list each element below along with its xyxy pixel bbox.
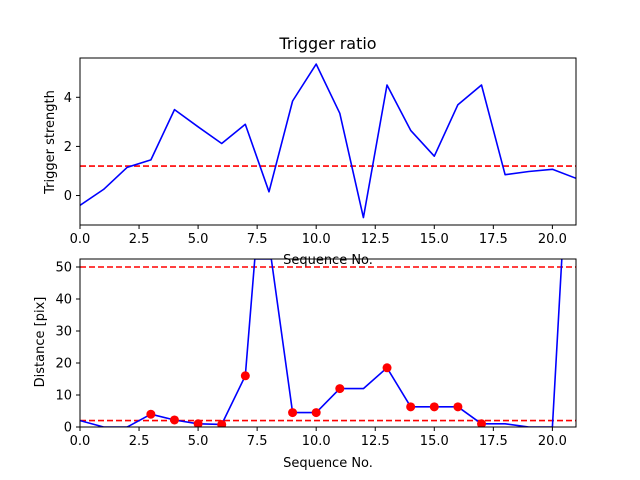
data-layer bbox=[80, 259, 576, 427]
x-axis-label: Sequence No. bbox=[283, 456, 373, 471]
x-tick-label: 2.5 bbox=[129, 232, 150, 247]
axes-frame bbox=[79, 57, 577, 226]
x-tick-label: 10.0 bbox=[302, 434, 331, 449]
x-tick-label: 0.0 bbox=[70, 434, 91, 449]
y-tick-label: 10 bbox=[55, 389, 72, 404]
data-point bbox=[288, 408, 298, 418]
y-axis-label: Distance [pix] bbox=[33, 297, 48, 388]
x-tick-label: 17.5 bbox=[479, 434, 508, 449]
data-point bbox=[146, 409, 156, 419]
x-tick-label: 5.0 bbox=[188, 434, 209, 449]
plot-area: 0.0 2.5 5.0 7.5 10.0 12.5 15.0 17.5 20.0 0 2 4 bbox=[64, 57, 577, 247]
plot-area: 0.0 2.5 5.0 7.5 10.0 12.5 15.0 17.5 20.0 0 10 20 30 4… bbox=[55, 258, 577, 449]
y-axis-label: Trigger strength bbox=[43, 90, 58, 195]
series-line bbox=[80, 63, 576, 219]
y-tick-label: 30 bbox=[55, 325, 72, 340]
x-axis-label: Sequence No. bbox=[283, 253, 373, 268]
x-tick-label: 15.0 bbox=[420, 434, 449, 449]
x-tick-label: 7.5 bbox=[247, 232, 268, 247]
x-tick-label: 17.5 bbox=[479, 232, 508, 247]
data-point bbox=[477, 419, 487, 427]
y-tick-label: 50 bbox=[55, 261, 72, 276]
axes-frame bbox=[79, 258, 577, 428]
y-tick-label: 20 bbox=[55, 357, 72, 372]
x-tick-label: 0.0 bbox=[70, 232, 91, 247]
chart-title: Trigger ratio bbox=[278, 34, 376, 53]
data-point bbox=[240, 371, 250, 381]
data-point bbox=[169, 415, 179, 425]
trigger-ratio-plot: Trigger ratio 0.0 2.5 5.0 7.5 10.0 12.5 15.0 17… bbox=[43, 34, 577, 268]
data-point bbox=[311, 408, 321, 418]
data-point bbox=[217, 419, 227, 427]
data-point bbox=[382, 363, 392, 373]
y-tick-label: 4 bbox=[64, 91, 72, 106]
data-point bbox=[193, 419, 203, 427]
distance-plot: 0.0 2.5 5.0 7.5 10.0 12.5 15.0 17.5 20.0 0 10 20 30 4… bbox=[33, 258, 577, 471]
data-point bbox=[335, 384, 345, 394]
x-tick-label: 12.5 bbox=[361, 434, 390, 449]
x-tick-label: 10.0 bbox=[302, 232, 331, 247]
x-tick-label: 2.5 bbox=[129, 434, 150, 449]
x-tick-label: 20.0 bbox=[538, 434, 567, 449]
x-tick-label: 5.0 bbox=[188, 232, 209, 247]
data-point bbox=[453, 402, 463, 412]
y-tick-label: 0 bbox=[64, 189, 72, 204]
y-tick-label: 40 bbox=[55, 293, 72, 308]
data-point bbox=[406, 402, 416, 412]
data-layer bbox=[80, 63, 576, 219]
x-tick-label: 15.0 bbox=[420, 232, 449, 247]
x-tick-label: 7.5 bbox=[247, 434, 268, 449]
data-point bbox=[429, 402, 439, 412]
y-tick-label: 2 bbox=[64, 140, 72, 155]
x-tick-label: 20.0 bbox=[538, 232, 567, 247]
y-tick-label: 0 bbox=[64, 421, 72, 436]
x-tick-label: 12.5 bbox=[361, 232, 390, 247]
